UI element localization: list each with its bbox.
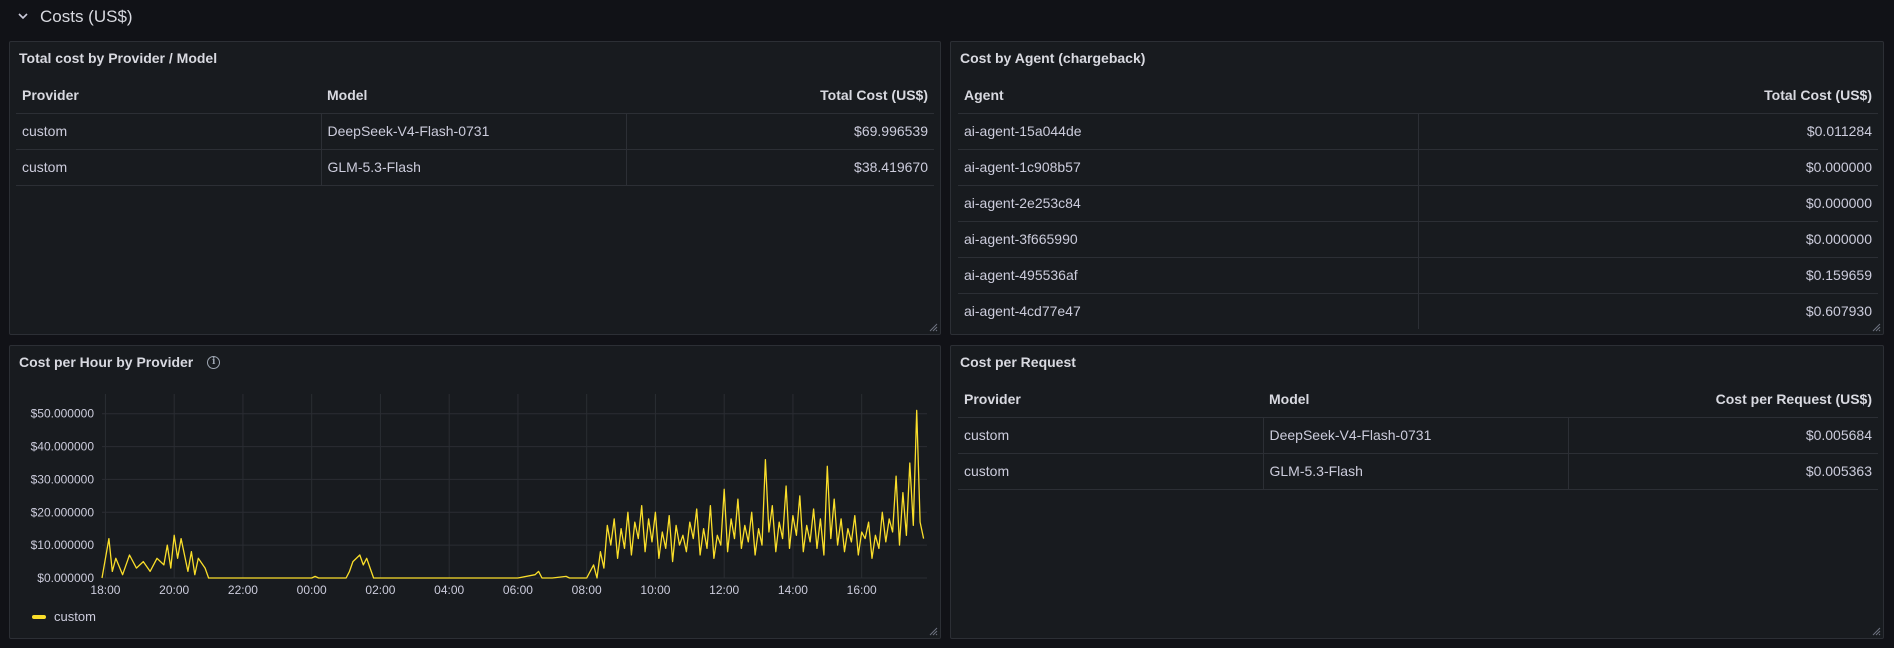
- cell-total-cost: $69.996539: [625, 113, 934, 150]
- cell-cost-per-request: $0.005363: [1567, 453, 1878, 490]
- legend-label: custom: [54, 609, 96, 624]
- y-tick-label: $30.000000: [31, 472, 95, 486]
- panel-title[interactable]: Total cost by Provider / Model: [19, 50, 217, 66]
- panel-title[interactable]: Cost per Request: [960, 354, 1076, 370]
- table-row: ai-agent-4cd77e47 $0.607930: [958, 293, 1878, 329]
- panel-title-text: Cost per Request: [960, 354, 1076, 370]
- panel-title[interactable]: Cost per Hour by Provider i: [19, 354, 221, 370]
- cell-provider: custom: [958, 417, 1263, 454]
- column-header-model[interactable]: Model: [321, 77, 626, 114]
- x-tick-label: 14:00: [778, 583, 808, 597]
- x-tick-label: 16:00: [847, 583, 877, 597]
- panel-cost-per-hour: 18:00 20:00 22:00 00:00 02:00 04:00 06:00 08:00…: [9, 345, 941, 639]
- cell-agent: ai-agent-4cd77e47: [964, 303, 1081, 320]
- cost-by-agent-table: Agent Total Cost (US$) ai-agent-15a044de…: [958, 77, 1878, 329]
- x-tick-label: 20:00: [159, 583, 189, 597]
- cost-per-hour-chart[interactable]: 18:00 20:00 22:00 00:00 02:00 04:00 06:00 08:00…: [10, 346, 942, 640]
- series-line-custom: [101, 409, 925, 579]
- cell-agent: ai-agent-495536af: [958, 257, 1418, 294]
- cell-total-cost: $0.000000: [1417, 185, 1878, 222]
- column-header-provider[interactable]: Provider: [958, 381, 1263, 418]
- column-header-total-cost[interactable]: Total Cost (US$): [1418, 77, 1878, 114]
- resize-handle-icon[interactable]: [928, 322, 938, 332]
- table-row: custom GLM-5.3-Flash $0.005363: [958, 453, 1878, 490]
- y-tick-label: $40.000000: [31, 440, 95, 454]
- cell-cost-per-request: $0.005684: [1567, 417, 1878, 454]
- table-header-row: Provider Model Cost per Request (US$): [958, 381, 1878, 418]
- cell-model: GLM-5.3-Flash: [320, 149, 626, 186]
- legend-swatch: [32, 614, 46, 619]
- panel-cost-per-request: Cost per Request Provider Model Cost per…: [950, 345, 1884, 639]
- panel-title[interactable]: Cost by Agent (chargeback): [960, 50, 1145, 66]
- cell-provider: custom: [16, 113, 321, 150]
- y-tick-label: $50.000000: [31, 407, 95, 421]
- y-tick-label: $0.000000: [37, 571, 94, 585]
- x-tick-label: 04:00: [434, 583, 464, 597]
- cell-total-cost: $0.000000: [1417, 149, 1878, 186]
- panel-title-text: Cost per Hour by Provider: [19, 354, 194, 370]
- x-tick-label: 22:00: [228, 583, 258, 597]
- resize-handle-icon[interactable]: [1871, 322, 1881, 332]
- panel-total-cost-provider-model: Total cost by Provider / Model Provider …: [9, 41, 941, 335]
- resize-handle-icon[interactable]: [1871, 626, 1881, 636]
- resize-handle-icon[interactable]: [928, 626, 938, 636]
- y-tick-label: $20.000000: [31, 505, 95, 519]
- cell-provider: custom: [16, 149, 321, 186]
- chart-legend[interactable]: custom: [32, 609, 96, 624]
- table-row: custom GLM-5.3-Flash $38.419670: [16, 149, 934, 186]
- table-row: ai-agent-15a044de $0.011284: [958, 113, 1878, 150]
- cell-agent: ai-agent-2e253c84: [958, 185, 1418, 222]
- cell-model: DeepSeek-V4-Flash-0731: [1262, 417, 1568, 454]
- column-header-agent[interactable]: Agent: [958, 77, 1418, 114]
- x-tick-label: 18:00: [90, 583, 120, 597]
- cell-total-cost: $38.419670: [625, 149, 934, 186]
- cell-model: DeepSeek-V4-Flash-0731: [320, 113, 626, 150]
- row-header-costs[interactable]: Costs (US$): [16, 4, 133, 30]
- cell-total-cost: $0.011284: [1417, 113, 1878, 150]
- table-row: ai-agent-495536af $0.159659: [958, 257, 1878, 294]
- panel-title-text: Cost by Agent (chargeback): [960, 50, 1146, 66]
- cell-agent: ai-agent-15a044de: [958, 113, 1418, 150]
- table-header-row: Provider Model Total Cost (US$): [16, 77, 934, 114]
- cost-per-request-table: Provider Model Cost per Request (US$) cu…: [958, 381, 1878, 490]
- cell-agent: ai-agent-3f665990: [958, 221, 1418, 258]
- x-tick-label: 12:00: [709, 583, 739, 597]
- column-header-provider[interactable]: Provider: [16, 77, 321, 114]
- table-row: custom DeepSeek-V4-Flash-0731 $0.005684: [958, 417, 1878, 454]
- cost-provider-model-table: Provider Model Total Cost (US$) custom D…: [16, 77, 934, 186]
- cell-total-cost: $0.000000: [1417, 221, 1878, 258]
- row-title: Costs (US$): [40, 7, 133, 26]
- column-header-total-cost[interactable]: Total Cost (US$): [626, 77, 934, 114]
- x-tick-label: 10:00: [640, 583, 670, 597]
- table-row: ai-agent-1c908b57 $0.000000: [958, 149, 1878, 186]
- x-tick-label: 06:00: [503, 583, 533, 597]
- cell-total-cost: $0.607930: [1417, 293, 1878, 329]
- cell-provider: custom: [958, 453, 1263, 490]
- cell-model: GLM-5.3-Flash: [1262, 453, 1568, 490]
- cell-total-cost: $0.159659: [1417, 257, 1878, 294]
- chevron-down-icon[interactable]: [16, 10, 30, 25]
- cell-agent: ai-agent-1c908b57: [958, 149, 1418, 186]
- table-row: ai-agent-2e253c84 $0.000000: [958, 185, 1878, 222]
- x-tick-label: 00:00: [297, 583, 327, 597]
- column-header-model[interactable]: Model: [1263, 381, 1568, 418]
- column-header-cost-per-request[interactable]: Cost per Request (US$): [1568, 381, 1878, 418]
- info-icon[interactable]: i: [207, 355, 221, 369]
- x-tick-label: 02:00: [365, 583, 395, 597]
- panel-title-text: Total cost by Provider / Model: [19, 50, 218, 66]
- table-header-row: Agent Total Cost (US$): [958, 77, 1878, 114]
- table-row: ai-agent-3f665990 $0.000000: [958, 221, 1878, 258]
- panel-cost-by-agent: Cost by Agent (chargeback) Agent Total C…: [950, 41, 1884, 335]
- table-row: custom DeepSeek-V4-Flash-0731 $69.996539: [16, 113, 934, 150]
- x-tick-label: 08:00: [572, 583, 602, 597]
- y-tick-label: $10.000000: [31, 538, 95, 552]
